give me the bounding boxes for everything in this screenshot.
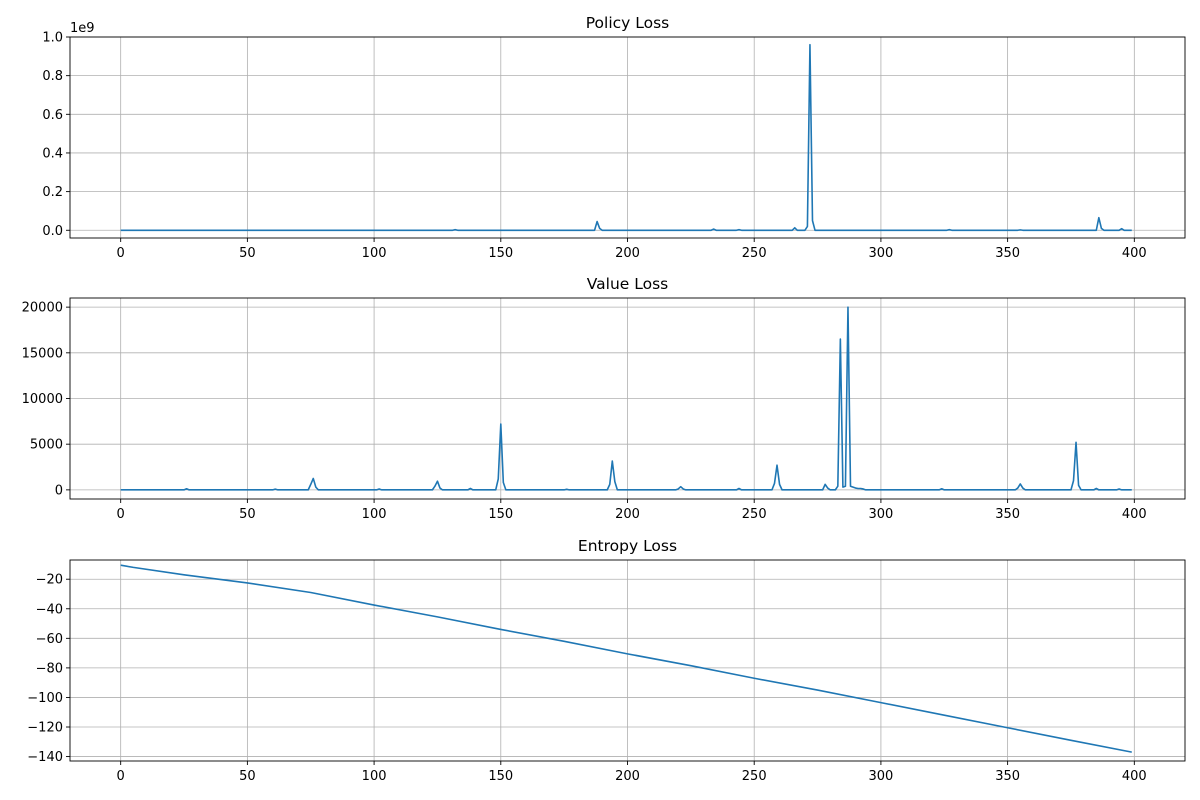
- policy-xtick-label: 350: [995, 246, 1020, 261]
- policy-ytick-label: 0.8: [42, 69, 63, 84]
- policy-ytick-label: 0.4: [42, 146, 63, 161]
- value-xtick-label: 400: [1122, 507, 1147, 522]
- value-ytick-label: 15000: [22, 346, 63, 361]
- policy-xtick-label: 300: [868, 246, 893, 261]
- value-ytick-label: 5000: [30, 438, 63, 453]
- policy-ytick-label: 0.0: [42, 224, 63, 239]
- value-xtick-label: 350: [995, 507, 1020, 522]
- policy-xtick-label: 200: [615, 246, 640, 261]
- entropy-xtick-label: 400: [1122, 769, 1147, 784]
- entropy-ytick-label: −40: [36, 602, 63, 617]
- policy-ytick-label: 0.6: [42, 108, 63, 123]
- value-xtick-label: 100: [362, 507, 387, 522]
- value-xtick-label: 150: [488, 507, 513, 522]
- policy-loss-subplot: 0 50 100 150 200 250 300 350 400 0.0 0.2 0.4 0.6 0.8 1…: [42, 14, 1186, 261]
- policy-y-offset-label: 1e9: [70, 21, 95, 36]
- entropy-ytick-label: −120: [27, 721, 63, 736]
- entropy-ytick-label: −80: [36, 661, 63, 676]
- value-loss-subplot: 0 50 100 150 200 250 300 350 400 0 5000 10000 15000 2…: [22, 275, 1186, 522]
- value-ytick-label: 20000: [22, 301, 63, 316]
- policy-ytick-label: 1.0: [42, 31, 63, 46]
- value-title: Value Loss: [587, 275, 669, 293]
- value-xtick-label: 300: [868, 507, 893, 522]
- policy-xtick-label: 50: [239, 246, 256, 261]
- value-xtick-label: 50: [239, 507, 256, 522]
- entropy-title: Entropy Loss: [578, 537, 677, 555]
- policy-ytick-label: 0.2: [42, 185, 63, 200]
- value-xtick-label: 250: [742, 507, 767, 522]
- entropy-ytick-label: −20: [36, 573, 63, 588]
- value-loss-line: [120, 306, 1132, 491]
- policy-xtick-label: 0: [117, 246, 125, 261]
- value-ytick-label: 10000: [22, 392, 63, 407]
- entropy-loss-line: [120, 564, 1132, 753]
- policy-xtick-label: 400: [1122, 246, 1147, 261]
- entropy-ytick-label: −100: [27, 691, 63, 706]
- policy-loss-line: [120, 43, 1132, 232]
- policy-xtick-label: 150: [488, 246, 513, 261]
- entropy-ytick-label: −60: [36, 632, 63, 647]
- entropy-xtick-label: 300: [868, 769, 893, 784]
- entropy-xtick-label: 50: [239, 769, 256, 784]
- entropy-xtick-label: 100: [362, 769, 387, 784]
- value-xtick-label: 200: [615, 507, 640, 522]
- entropy-loss-subplot: 0 50 100 150 200 250 300 350 400 −20 −40 −60 −80 −100…: [27, 537, 1186, 784]
- entropy-xtick-label: 0: [117, 769, 125, 784]
- entropy-xtick-label: 350: [995, 769, 1020, 784]
- policy-xtick-label: 100: [362, 246, 387, 261]
- value-xtick-label: 0: [117, 507, 125, 522]
- policy-xtick-label: 250: [742, 246, 767, 261]
- entropy-xtick-label: 150: [488, 769, 513, 784]
- value-ytick-label: 0: [55, 483, 63, 498]
- policy-title: Policy Loss: [586, 14, 670, 32]
- entropy-xtick-label: 200: [615, 769, 640, 784]
- entropy-ytick-label: −140: [27, 750, 63, 765]
- entropy-xtick-label: 250: [742, 769, 767, 784]
